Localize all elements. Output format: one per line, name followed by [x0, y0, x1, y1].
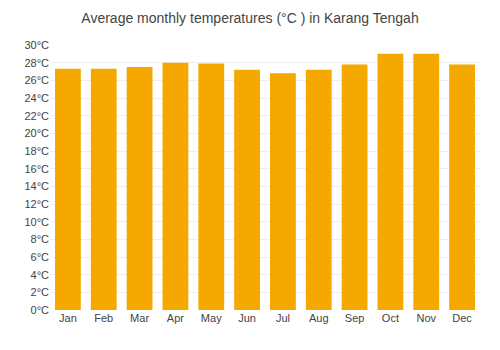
- svg-text:May: May: [201, 312, 222, 324]
- svg-text:12°C: 12°C: [24, 198, 49, 210]
- svg-text:Jul: Jul: [276, 312, 290, 324]
- svg-text:Sep: Sep: [345, 312, 365, 324]
- svg-text:28°C: 28°C: [24, 57, 49, 69]
- svg-text:Apr: Apr: [167, 312, 184, 324]
- svg-text:6°C: 6°C: [31, 251, 50, 263]
- svg-text:16°C: 16°C: [24, 163, 49, 175]
- svg-text:14°C: 14°C: [24, 180, 49, 192]
- svg-text:Jun: Jun: [238, 312, 256, 324]
- svg-text:18°C: 18°C: [24, 145, 49, 157]
- svg-text:30°C: 30°C: [24, 39, 49, 51]
- svg-text:0°C: 0°C: [31, 304, 50, 316]
- svg-text:Mar: Mar: [130, 312, 149, 324]
- svg-text:Feb: Feb: [94, 312, 113, 324]
- svg-text:26°C: 26°C: [24, 74, 49, 86]
- svg-text:2°C: 2°C: [31, 286, 50, 298]
- svg-text:Nov: Nov: [416, 312, 436, 324]
- svg-text:Jan: Jan: [59, 312, 77, 324]
- svg-text:4°C: 4°C: [31, 269, 50, 281]
- svg-text:8°C: 8°C: [31, 233, 50, 245]
- svg-text:Average monthly temperatures (: Average monthly temperatures (°C ) in Ka…: [81, 10, 418, 26]
- svg-text:Aug: Aug: [309, 312, 329, 324]
- svg-text:10°C: 10°C: [24, 216, 49, 228]
- svg-text:Oct: Oct: [382, 312, 399, 324]
- svg-text:24°C: 24°C: [24, 92, 49, 104]
- svg-text:Dec: Dec: [452, 312, 472, 324]
- svg-text:20°C: 20°C: [24, 127, 49, 139]
- svg-text:22°C: 22°C: [24, 110, 49, 122]
